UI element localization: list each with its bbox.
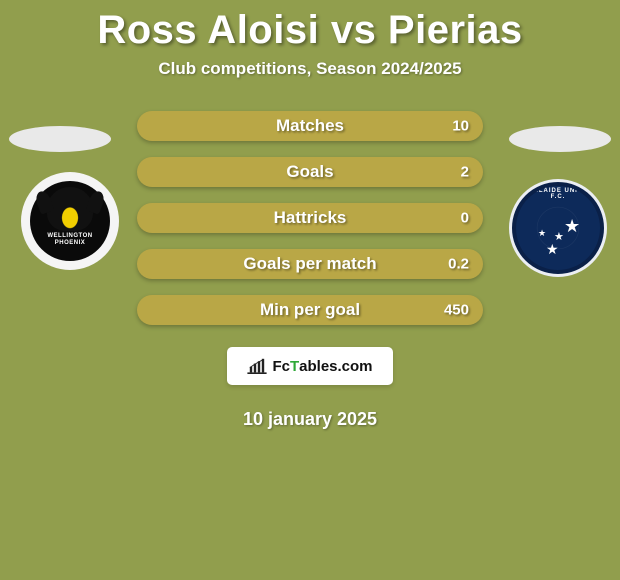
right-club-ring-text: ADELAIDE UNITED F.C.: [516, 188, 600, 200]
star-icon: ★: [564, 216, 580, 237]
phoenix-icon: [47, 187, 93, 231]
stat-label: Hattricks: [274, 208, 347, 228]
stat-label: Matches: [276, 116, 344, 136]
star-icon: ★: [538, 228, 546, 239]
stat-value-right: 2: [461, 164, 469, 181]
stat-value-right: 0.2: [448, 256, 469, 273]
brand-text-prefix: Fc: [272, 358, 290, 375]
adelaide-united-badge: ADELAIDE UNITED F.C. ★ ★ ★ ★: [512, 182, 604, 274]
right-indicator-ellipse: [509, 126, 611, 152]
left-indicator-ellipse: [9, 126, 111, 152]
page-title: Ross Aloisi vs Pierias: [0, 0, 620, 59]
stat-label: Min per goal: [260, 300, 360, 320]
bar-chart-icon: [247, 358, 267, 374]
stat-rows: Matches 10 Goals 2 Hattricks 0 Goals per…: [137, 111, 483, 325]
stat-bar-goals-per-match: Goals per match 0.2: [137, 249, 483, 279]
stat-bar-min-per-goal: Min per goal 450: [137, 295, 483, 325]
wellington-phoenix-badge: WELLINGTONPHOENIX: [30, 181, 110, 261]
stat-bar-hattricks: Hattricks 0: [137, 203, 483, 233]
left-club-name: WELLINGTONPHOENIX: [47, 233, 92, 246]
stat-label: Goals per match: [243, 254, 376, 274]
stat-value-right: 10: [452, 118, 469, 135]
footer-date: 10 january 2025: [0, 409, 620, 430]
star-icon: ★: [546, 241, 559, 258]
brand-text-suffix: ables.com: [299, 358, 372, 375]
right-club-logo: ADELAIDE UNITED F.C. ★ ★ ★ ★: [509, 179, 607, 277]
brand-box[interactable]: FcTables.com: [227, 347, 393, 385]
brand-text-accent: T: [290, 358, 299, 375]
subtitle: Club competitions, Season 2024/2025: [0, 59, 620, 79]
left-club-logo: WELLINGTONPHOENIX: [21, 172, 119, 270]
brand-text: FcTables.com: [272, 358, 372, 375]
stat-bar-goals: Goals 2: [137, 157, 483, 187]
stat-bar-matches: Matches 10: [137, 111, 483, 141]
stat-value-right: 0: [461, 210, 469, 227]
stat-value-right: 450: [444, 302, 469, 319]
stat-label: Goals: [286, 162, 333, 182]
star-icon: ★: [554, 230, 564, 243]
